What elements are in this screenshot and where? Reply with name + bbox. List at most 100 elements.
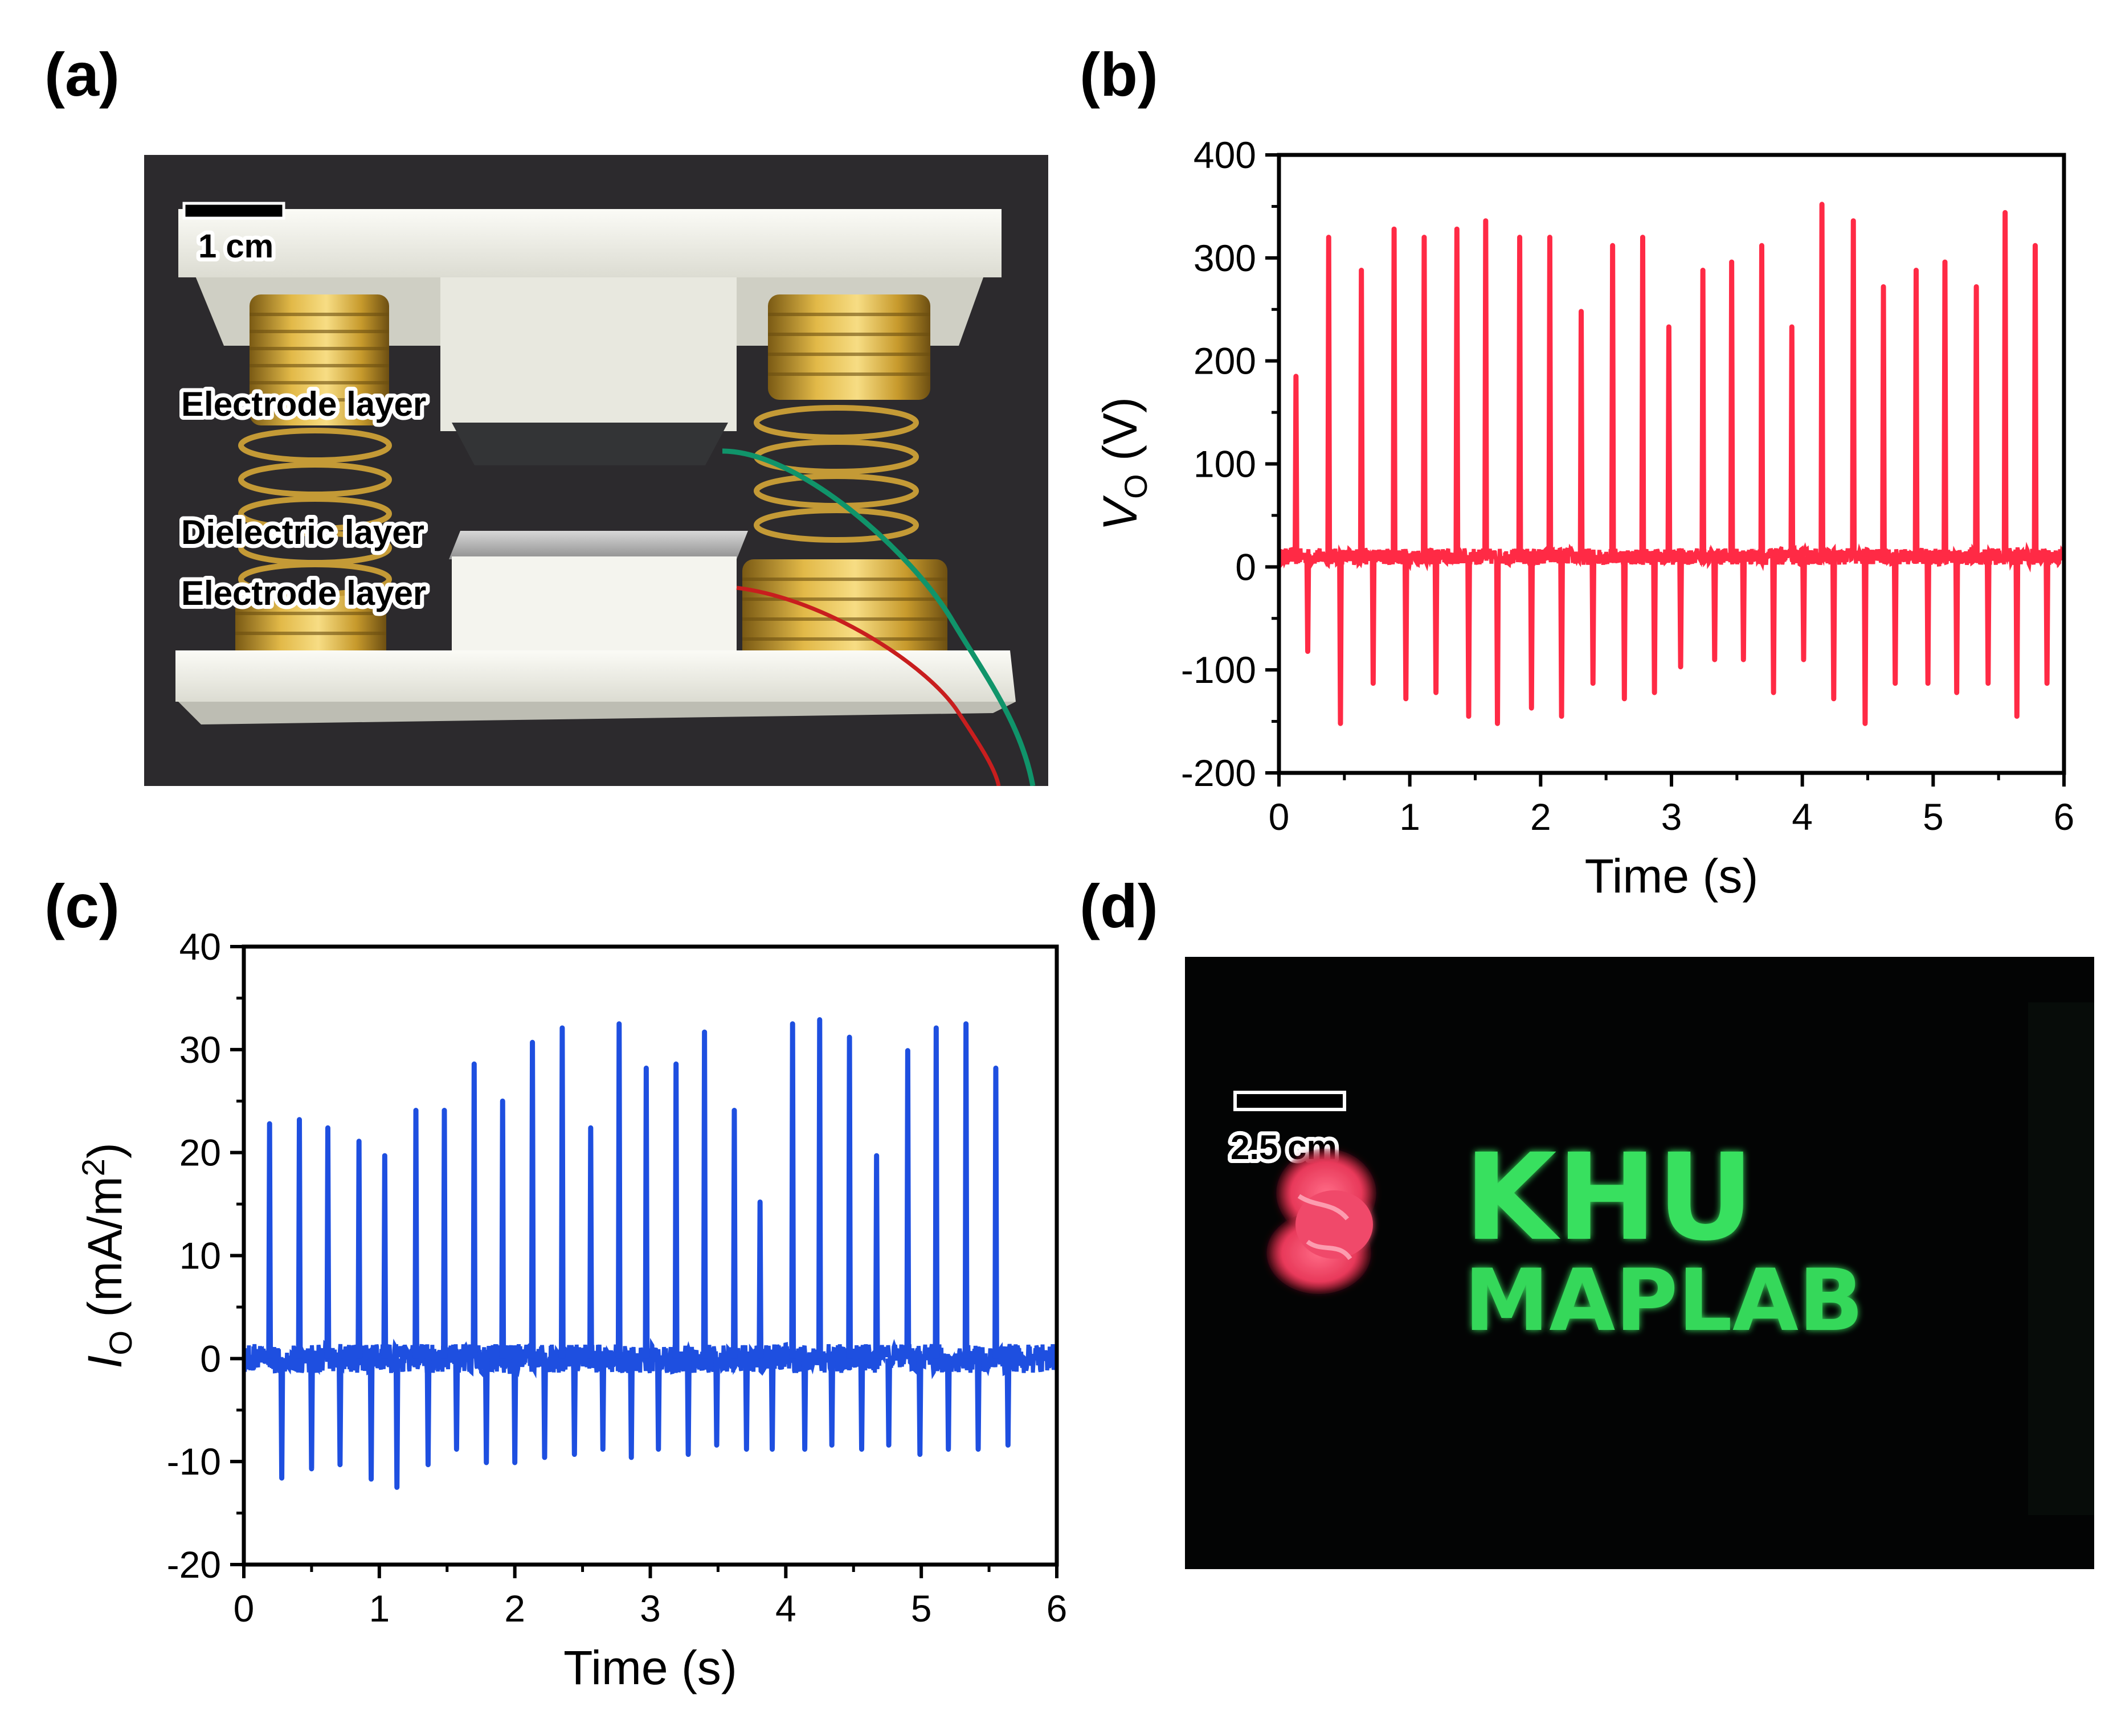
spike-positive-23 <box>1973 284 1980 557</box>
bottom-plate-edge <box>178 702 1016 724</box>
spike-positive-17 <box>731 1108 738 1359</box>
spike-negative-22 <box>1953 556 1960 695</box>
spike-negative-9 <box>1558 556 1565 719</box>
current-chart: 0 1 2 3 4 5 6 -20 -10 0 10 20 30 40 Time (s) IO (mA/m2) <box>75 926 1068 1694</box>
voltage-chart: 0 1 2 3 4 5 6 -200 -100 0 100 200 300 400 Time (s) VO (… <box>1093 134 2075 903</box>
device-illustration: 1 cm Electrode layer Dielectric layer El… <box>144 155 1048 786</box>
y-tick-label: 40 <box>179 926 221 968</box>
spike-negative-8 <box>1528 556 1535 711</box>
spike-negative-14 <box>655 1358 662 1452</box>
y-tick-label: 200 <box>1194 340 1256 382</box>
spike-positive-2 <box>296 1117 303 1359</box>
y-tick-label: 300 <box>1194 237 1256 279</box>
y-tick-label: -200 <box>1181 752 1256 794</box>
spike-negative-10 <box>1589 556 1597 686</box>
label-dielectric: Dielectric layer <box>181 513 424 551</box>
x-tick-label: 5 <box>1923 796 1944 838</box>
spike-negative-17 <box>743 1358 750 1452</box>
scale-bar-d <box>1233 1091 1346 1111</box>
y-tick-label: 0 <box>200 1337 221 1379</box>
spike-negative-19 <box>801 1358 808 1452</box>
spike-negative-19 <box>1862 556 1869 726</box>
spike-negative-4 <box>367 1358 375 1482</box>
spike-positive-7 <box>441 1108 448 1359</box>
spike-positive-4 <box>1391 226 1397 557</box>
maplab-text: MAPLAB <box>1464 1251 1863 1350</box>
green-wire <box>722 448 1036 786</box>
x-tick-label: 1 <box>1399 796 1420 838</box>
spike-negative-2 <box>308 1358 315 1472</box>
spike-negative-15 <box>685 1358 692 1457</box>
panel-label-b: (b) <box>1080 40 1158 109</box>
spike-negative-22 <box>885 1358 893 1448</box>
spike-negative-5 <box>393 1358 400 1490</box>
x-tick-label: 5 <box>911 1587 932 1629</box>
trace-group <box>244 1017 1057 1490</box>
spike-positive-5 <box>381 1153 389 1359</box>
label-electrode-top: Electrode layer <box>181 385 426 423</box>
x-tick-label: 0 <box>1269 796 1290 838</box>
spike-positive-3 <box>1358 268 1365 557</box>
spike-positive-15 <box>1728 259 1735 557</box>
spike-negative-1 <box>278 1358 285 1481</box>
spike-negative-13 <box>628 1358 635 1460</box>
spring-right-top <box>768 294 930 400</box>
x-tick-label: 4 <box>775 1587 796 1629</box>
bottom-plate <box>175 650 1016 702</box>
x-tick-label: 3 <box>640 1587 661 1629</box>
spike-positive-13 <box>615 1021 623 1359</box>
spring-right-middle <box>754 405 919 543</box>
spike-negative-9 <box>511 1358 518 1465</box>
label-electrode-bottom: Electrode layer <box>181 574 426 612</box>
spike-negative-12 <box>599 1358 607 1452</box>
spike-negative-18 <box>1830 556 1837 702</box>
spike-negative-4 <box>1402 556 1409 702</box>
panel-label-a: (a) <box>44 40 120 109</box>
khu-text: KHU <box>1464 1128 1754 1267</box>
spike-negative-11 <box>1621 556 1628 702</box>
spike-negative-1 <box>1304 556 1311 654</box>
spike-positive-12 <box>1639 235 1646 557</box>
spike-negative-20 <box>1891 556 1899 686</box>
spike-negative-17 <box>1800 556 1807 662</box>
spike-negative-3 <box>1370 556 1377 686</box>
spike-positive-5 <box>1421 235 1428 557</box>
luminescence-illustration: 2.5 cm KHU MAPLAB <box>1185 957 2094 1569</box>
spike-positive-25 <box>962 1021 970 1359</box>
x-tick-label: 6 <box>2054 796 2075 838</box>
noise-trace <box>1279 542 2064 573</box>
spike-positive-2 <box>1325 235 1333 557</box>
x-tick-label: 2 <box>504 1587 525 1629</box>
spike-positive-21 <box>1912 268 1920 557</box>
red-wire <box>736 586 1001 786</box>
spike-positive-9 <box>499 1098 506 1359</box>
scale-bar-a <box>182 202 285 220</box>
spike-positive-14 <box>643 1065 650 1359</box>
spike-negative-25 <box>2043 556 2051 686</box>
spike-positive-20 <box>816 1017 823 1359</box>
spike-positive-11 <box>1609 243 1616 557</box>
red-luminescent-pattern <box>1266 1149 1376 1294</box>
x-tick-label: 1 <box>369 1587 390 1629</box>
spike-positive-10 <box>529 1039 536 1359</box>
spike-positive-10 <box>1577 309 1585 557</box>
spike-positive-14 <box>1699 268 1706 557</box>
spike-negative-18 <box>769 1358 776 1452</box>
spike-negative-12 <box>1651 556 1658 695</box>
photo-d-edge-glow <box>2028 1002 2094 1515</box>
y-tick-label: 400 <box>1194 134 1256 176</box>
panel-label-d: (d) <box>1080 871 1158 940</box>
scale-bar-label-a: 1 cm <box>198 228 273 265</box>
x-tick-label: 6 <box>1047 1587 1068 1629</box>
spike-negative-23 <box>1984 556 1992 686</box>
spike-positive-18 <box>1818 202 1825 557</box>
trace-group <box>1279 202 2064 726</box>
spike-positive-11 <box>558 1025 566 1359</box>
spike-positive-6 <box>1453 226 1461 557</box>
spike-positive-24 <box>933 1025 940 1359</box>
spike-positive-8 <box>1516 235 1523 557</box>
spring-left-top <box>250 294 389 425</box>
spike-negative-3 <box>336 1358 344 1468</box>
spike-positive-6 <box>412 1108 419 1359</box>
spike-negative-26 <box>1004 1358 1012 1448</box>
